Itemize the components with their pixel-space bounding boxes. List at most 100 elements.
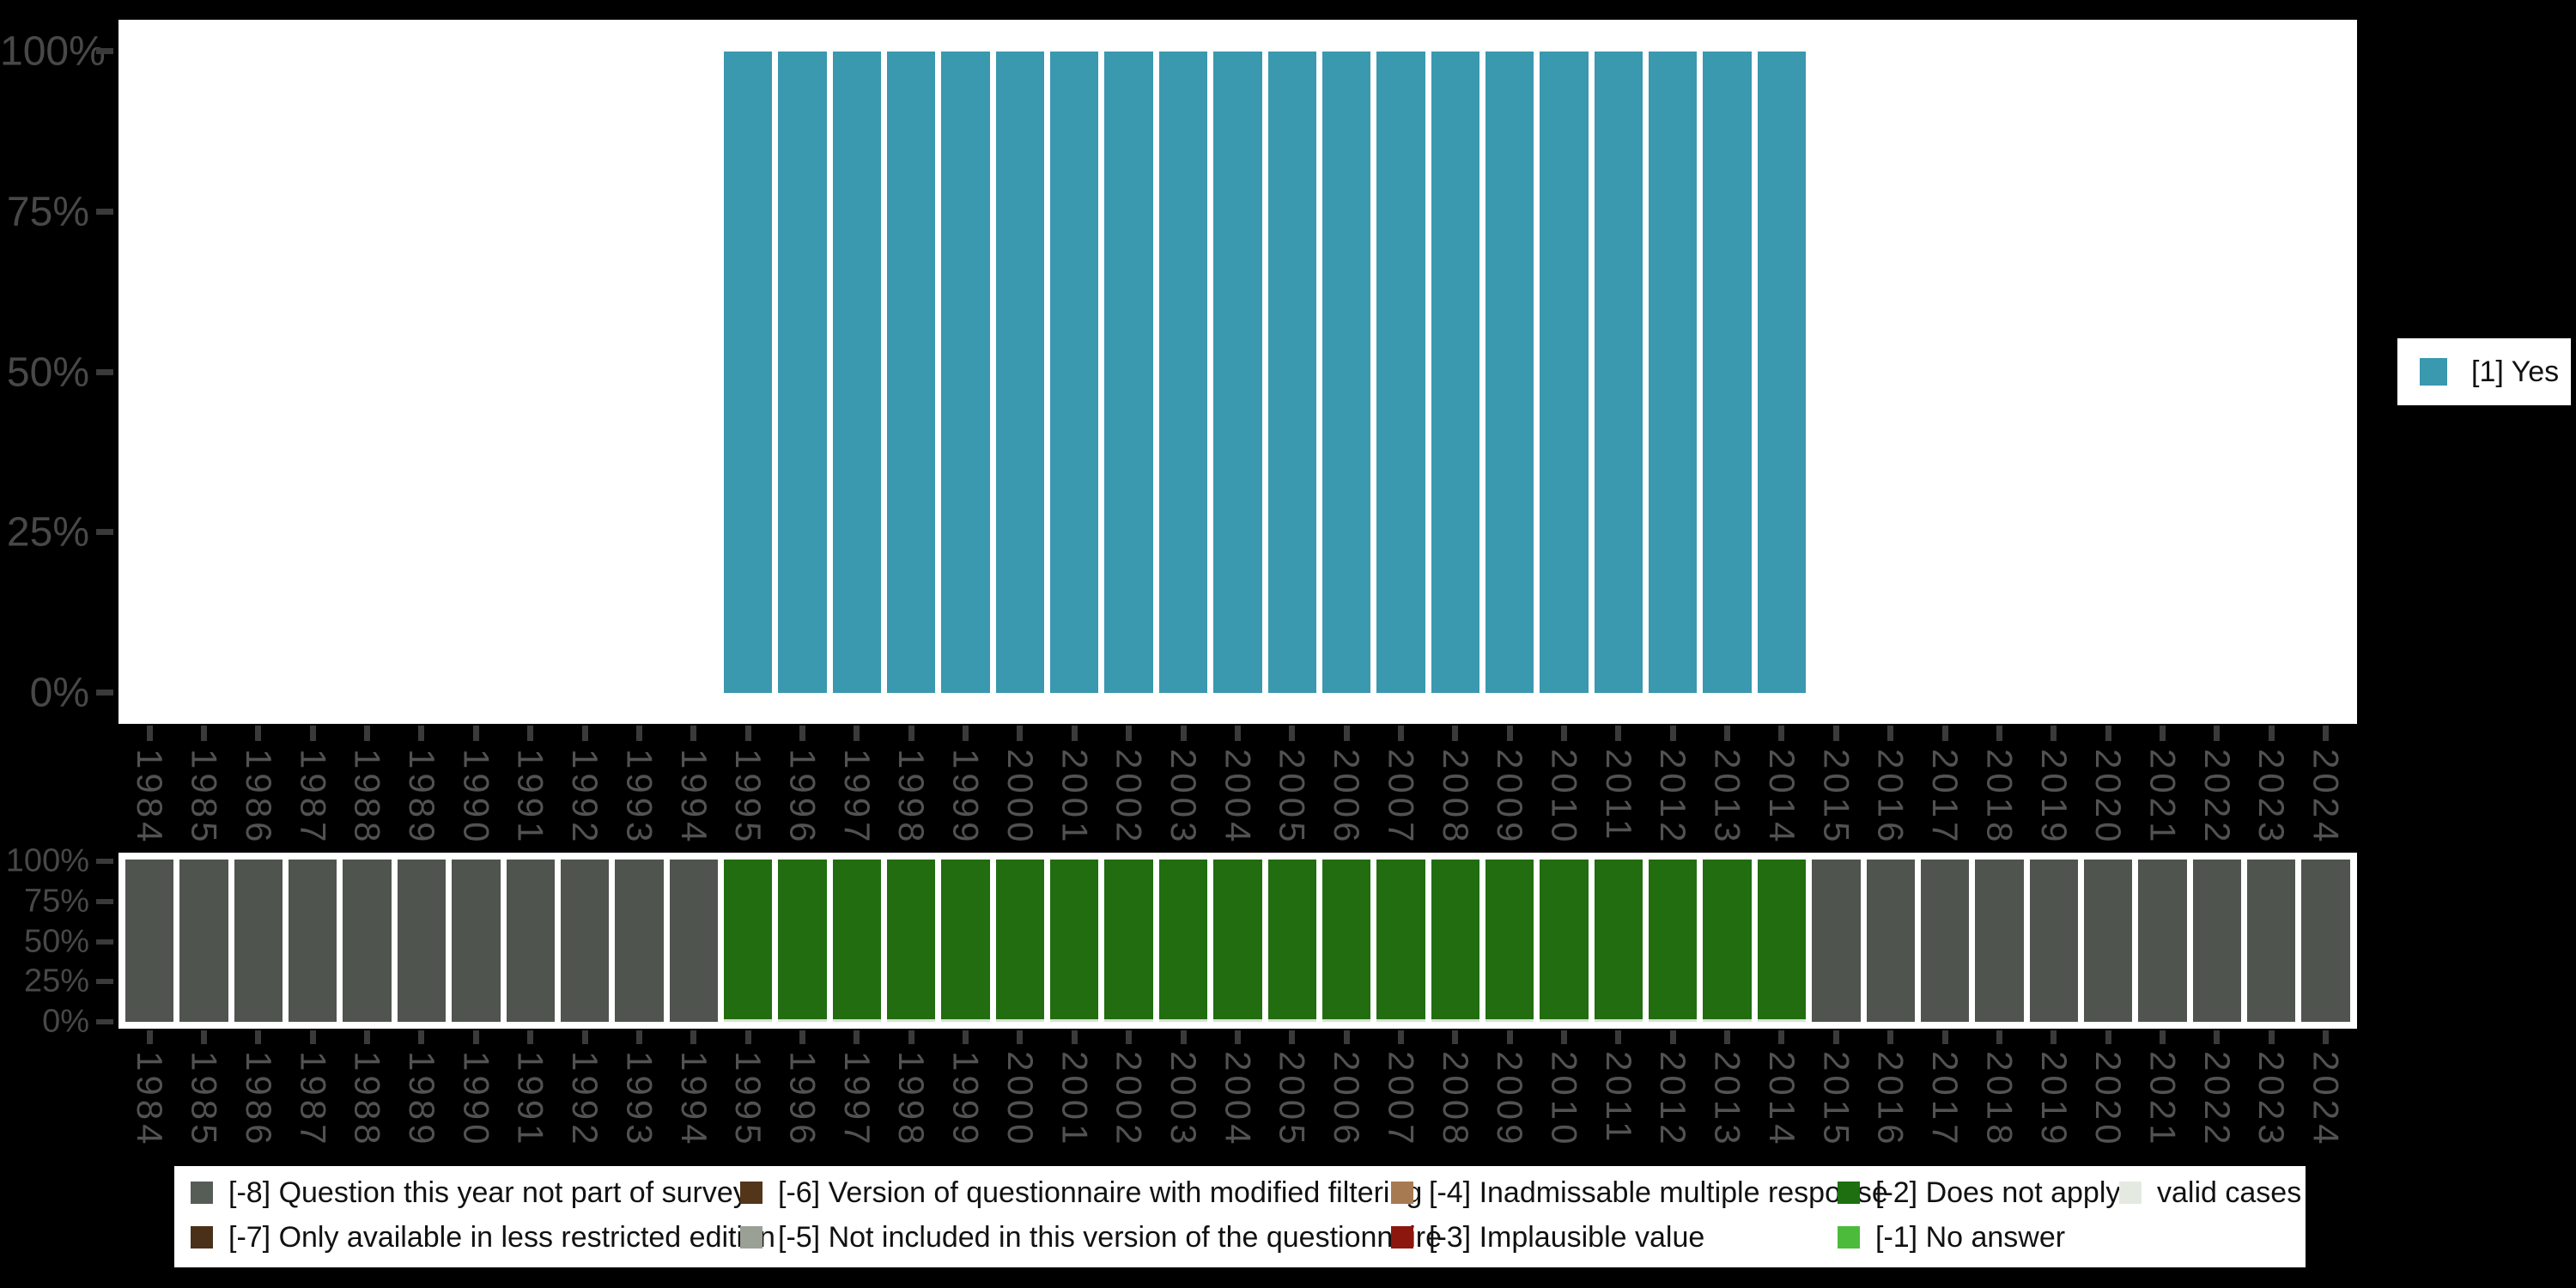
top-bar-slot-2002 — [1104, 52, 1153, 693]
missing-legend-swatch — [1838, 1182, 1860, 1204]
yes-bar-2007[interactable] — [1376, 52, 1425, 693]
yes-bar-2000[interactable] — [995, 52, 1045, 693]
yes-bar-2005[interactable] — [1267, 52, 1316, 693]
top-bar-slot-2011 — [1594, 52, 1643, 693]
not-surveyed-bar-2017[interactable] — [1920, 860, 1970, 1022]
year-label-2017: 2017 — [1921, 749, 1969, 850]
tick-mark — [690, 1030, 697, 1044]
yes-bar-2002[interactable] — [1104, 52, 1153, 693]
tick-mark — [1289, 726, 1296, 741]
year-label-text: 2015 — [1816, 1051, 1857, 1149]
does-not-apply-bar-2007[interactable] — [1376, 860, 1425, 1022]
not-surveyed-bar-2015[interactable] — [1812, 860, 1861, 1022]
yes-bar-2011[interactable] — [1594, 52, 1643, 693]
does-not-apply-bar-2002[interactable] — [1104, 860, 1153, 1022]
year-label-text: 1988 — [347, 1051, 388, 1149]
does-not-apply-bar-2012[interactable] — [1649, 860, 1698, 1022]
not-surveyed-bar-1991[interactable] — [506, 860, 555, 1022]
yes-bar-1996[interactable] — [778, 52, 827, 693]
does-not-apply-bar-2003[interactable] — [1158, 860, 1208, 1022]
x-tick-1984 — [125, 726, 173, 741]
does-not-apply-bar-1997[interactable] — [832, 860, 882, 1022]
does-not-apply-bar-1998[interactable] — [887, 860, 936, 1022]
year-label-text: 1994 — [673, 1051, 714, 1149]
does-not-apply-bar-2010[interactable] — [1540, 860, 1589, 1022]
yes-bar-1999[interactable] — [941, 52, 990, 693]
x-tick-2024 — [2301, 1030, 2349, 1044]
does-not-apply-bar-2000[interactable] — [995, 860, 1045, 1022]
not-surveyed-bar-2019[interactable] — [2029, 860, 2078, 1022]
not-surveyed-bar-1993[interactable] — [615, 860, 664, 1022]
x-tick-2016 — [1867, 1030, 1915, 1044]
not-surveyed-bar-1992[interactable] — [560, 860, 610, 1022]
tick-mark — [963, 1030, 969, 1044]
missing-legend-swatch — [1838, 1226, 1860, 1249]
tick-mark — [255, 726, 262, 741]
does-not-apply-bar-2006[interactable] — [1321, 860, 1371, 1022]
yes-bar-2012[interactable] — [1649, 52, 1698, 693]
not-surveyed-bar-2023[interactable] — [2247, 860, 2296, 1022]
x-tick-2008 — [1431, 1030, 1479, 1044]
does-not-apply-bar-1995[interactable] — [723, 860, 773, 1022]
tick-mark — [1887, 1030, 1894, 1044]
does-not-apply-bar-1999[interactable] — [941, 860, 990, 1022]
yes-bar-2004[interactable] — [1213, 52, 1262, 693]
does-not-apply-bar-2013[interactable] — [1703, 860, 1752, 1022]
not-surveyed-bar-2016[interactable] — [1866, 860, 1915, 1022]
not-surveyed-bar-2024[interactable] — [2301, 860, 2350, 1022]
year-label-text: 1999 — [945, 1051, 987, 1149]
tick-mark — [744, 726, 751, 741]
yes-bar-2010[interactable] — [1540, 52, 1589, 693]
bottom-bar-slot-2006 — [1321, 860, 1371, 1022]
x-tick-2017 — [1921, 726, 1969, 741]
yes-bar-2014[interactable] — [1757, 52, 1807, 693]
does-not-apply-bar-1996[interactable] — [778, 860, 827, 1022]
x-tick-2019 — [2030, 726, 2078, 741]
yes-bar-1998[interactable] — [887, 52, 936, 693]
yes-bar-2006[interactable] — [1321, 52, 1371, 693]
tick-mark — [744, 1030, 751, 1044]
does-not-apply-bar-2009[interactable] — [1485, 860, 1534, 1022]
year-label-text: 2010 — [1544, 749, 1585, 847]
y-axis-label-25pct: 25% — [23, 963, 89, 999]
top-bar-slot-1996 — [778, 52, 827, 693]
year-label-2010: 2010 — [1540, 1051, 1588, 1152]
does-not-apply-bar-2008[interactable] — [1431, 860, 1479, 1022]
top-bar-slot-2009 — [1485, 52, 1534, 693]
yes-bar-2009[interactable] — [1485, 52, 1534, 693]
not-surveyed-bar-1988[interactable] — [343, 860, 392, 1022]
yes-bar-1995[interactable] — [723, 52, 773, 693]
tick-mark — [146, 1030, 153, 1044]
tick-mark — [527, 1030, 534, 1044]
does-not-apply-bar-2011[interactable] — [1594, 860, 1643, 1022]
missing-legend-item: [-1] No answer — [1838, 1215, 2119, 1260]
missing-legend-label: [-2] Does not apply — [1875, 1176, 2121, 1209]
not-surveyed-bar-2022[interactable] — [2192, 860, 2242, 1022]
not-surveyed-bar-1985[interactable] — [179, 860, 228, 1022]
does-not-apply-bar-2001[interactable] — [1050, 860, 1099, 1022]
year-label-1988: 1988 — [343, 1051, 391, 1152]
not-surveyed-bar-1987[interactable] — [289, 860, 337, 1022]
yes-bar-1997[interactable] — [832, 52, 882, 693]
top-bar-slot-1985 — [179, 52, 228, 693]
does-not-apply-bar-2014[interactable] — [1757, 860, 1807, 1022]
yes-bar-2001[interactable] — [1050, 52, 1099, 693]
x-tick-1999 — [941, 726, 989, 741]
yes-bar-2008[interactable] — [1431, 52, 1479, 693]
not-surveyed-bar-1989[interactable] — [397, 860, 447, 1022]
missing-legend-label: [-5] Not included in this version of the… — [778, 1220, 1443, 1254]
does-not-apply-bar-2004[interactable] — [1213, 860, 1262, 1022]
does-not-apply-bar-2005[interactable] — [1267, 860, 1316, 1022]
not-surveyed-bar-2020[interactable] — [2083, 860, 2133, 1022]
not-surveyed-bar-1986[interactable] — [234, 860, 283, 1022]
bottom-bar-slot-1991 — [506, 860, 555, 1022]
yes-bar-2003[interactable] — [1158, 52, 1208, 693]
not-surveyed-bar-1990[interactable] — [452, 860, 501, 1022]
not-surveyed-bar-2018[interactable] — [1975, 860, 2024, 1022]
top-bar-slot-2017 — [1921, 52, 1969, 693]
not-surveyed-bar-1994[interactable] — [669, 860, 718, 1022]
yes-bar-2013[interactable] — [1703, 52, 1752, 693]
not-surveyed-bar-2021[interactable] — [2138, 860, 2187, 1022]
x-tick-2013 — [1703, 726, 1751, 741]
not-surveyed-bar-1984[interactable] — [125, 860, 174, 1022]
